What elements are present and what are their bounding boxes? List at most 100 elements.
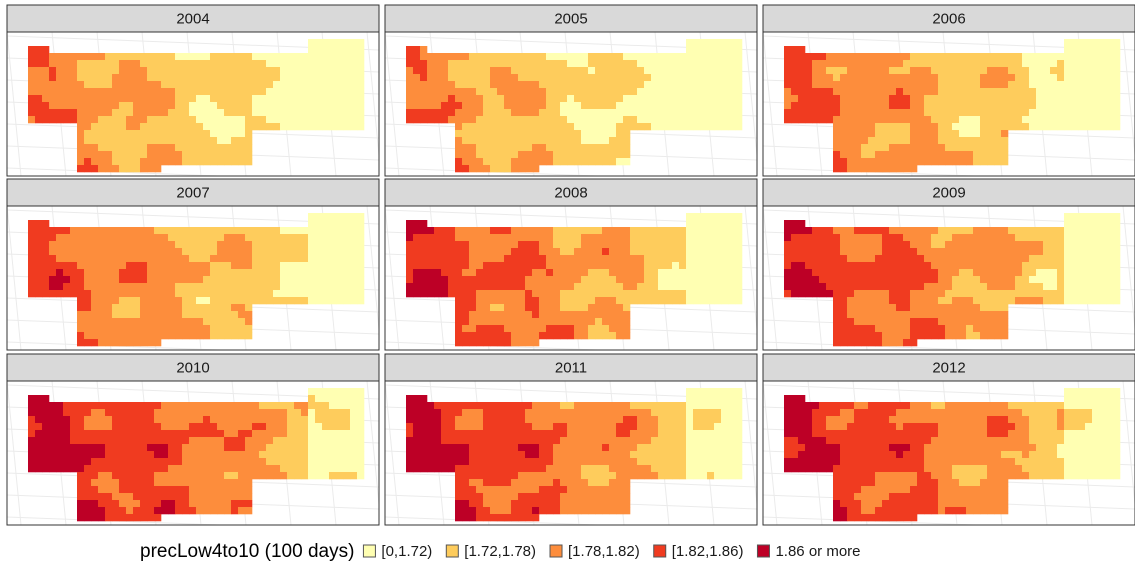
map-cell xyxy=(350,39,358,47)
map-cell xyxy=(1099,269,1107,277)
map-cell xyxy=(910,318,918,326)
map-cell xyxy=(154,486,162,494)
map-cell xyxy=(147,332,155,340)
map-cell xyxy=(644,248,652,256)
map-cell xyxy=(1001,88,1009,96)
map-cell xyxy=(910,234,918,242)
map-cell xyxy=(210,158,218,166)
map-cell xyxy=(833,165,841,173)
map-cell xyxy=(231,60,239,68)
map-cell xyxy=(35,67,43,75)
map-cell xyxy=(245,137,253,145)
map-cell xyxy=(574,325,582,333)
map-cell xyxy=(98,451,106,459)
map-cell xyxy=(322,81,330,89)
map-cell xyxy=(210,318,218,326)
map-cell xyxy=(560,123,568,131)
map-cell xyxy=(469,332,477,340)
map-cell xyxy=(448,290,456,298)
map-cell xyxy=(210,311,218,319)
map-cell xyxy=(847,158,855,166)
map-cell xyxy=(504,262,512,270)
map-cell xyxy=(49,437,57,445)
map-cell xyxy=(616,297,624,305)
map-cell xyxy=(560,144,568,152)
map-cell xyxy=(798,262,806,270)
map-cell xyxy=(833,276,841,284)
map-cell xyxy=(259,95,267,103)
map-cell xyxy=(938,102,946,110)
map-cell xyxy=(245,486,253,494)
map-cell xyxy=(91,500,99,508)
map-cell xyxy=(308,388,316,396)
map-cell xyxy=(91,423,99,431)
map-cell xyxy=(273,262,281,270)
map-cell xyxy=(105,227,113,235)
map-cell xyxy=(322,255,330,263)
map-cell xyxy=(98,472,106,480)
map-cell xyxy=(308,409,316,417)
map-cell xyxy=(546,81,554,89)
map-cell xyxy=(196,507,204,515)
map-cell xyxy=(882,123,890,131)
map-cell xyxy=(91,416,99,424)
map-cell xyxy=(476,227,484,235)
map-cell xyxy=(42,255,50,263)
map-cell xyxy=(1078,262,1086,270)
map-cell xyxy=(112,423,120,431)
map-cell xyxy=(952,116,960,124)
map-cell xyxy=(903,311,911,319)
map-cell xyxy=(1113,39,1121,47)
map-cell xyxy=(504,109,512,117)
map-cell xyxy=(189,137,197,145)
map-cell xyxy=(854,158,862,166)
map-cell xyxy=(910,116,918,124)
map-cell xyxy=(966,74,974,82)
map-cell xyxy=(581,144,589,152)
map-cell xyxy=(308,220,316,228)
map-cell xyxy=(924,227,932,235)
map-cell xyxy=(861,81,869,89)
map-cell xyxy=(427,255,435,263)
map-cell xyxy=(161,158,169,166)
map-cell xyxy=(686,227,694,235)
map-cell xyxy=(336,74,344,82)
map-cell xyxy=(469,123,477,131)
map-cell xyxy=(91,151,99,159)
map-cell xyxy=(343,388,351,396)
map-cell xyxy=(602,60,610,68)
map-cell xyxy=(518,290,526,298)
map-cell xyxy=(483,130,491,138)
map-cell xyxy=(483,88,491,96)
map-cell xyxy=(896,311,904,319)
map-cell xyxy=(462,297,470,305)
map-cell xyxy=(140,304,148,312)
map-cell xyxy=(427,290,435,298)
map-cell xyxy=(287,465,295,473)
map-cell xyxy=(273,255,281,263)
map-cell xyxy=(203,325,211,333)
map-cell xyxy=(504,81,512,89)
map-cell xyxy=(119,486,127,494)
map-cell xyxy=(546,276,554,284)
map-cell xyxy=(1071,88,1079,96)
map-cell xyxy=(784,67,792,75)
map-cell xyxy=(1113,81,1121,89)
map-cell xyxy=(679,276,687,284)
map-cell xyxy=(840,311,848,319)
map-cell xyxy=(84,458,92,466)
map-cell xyxy=(175,423,183,431)
map-cell xyxy=(553,227,561,235)
map-cell xyxy=(896,339,904,347)
map-cell xyxy=(154,165,162,173)
panel-border xyxy=(762,205,1135,351)
map-cell xyxy=(959,123,967,131)
map-cell xyxy=(812,255,820,263)
map-cell xyxy=(532,241,540,249)
map-cell xyxy=(959,137,967,145)
map-cell xyxy=(1071,102,1079,110)
map-cell xyxy=(189,444,197,452)
map-cell xyxy=(49,430,57,438)
map-cell xyxy=(518,339,526,347)
map-cell xyxy=(574,74,582,82)
